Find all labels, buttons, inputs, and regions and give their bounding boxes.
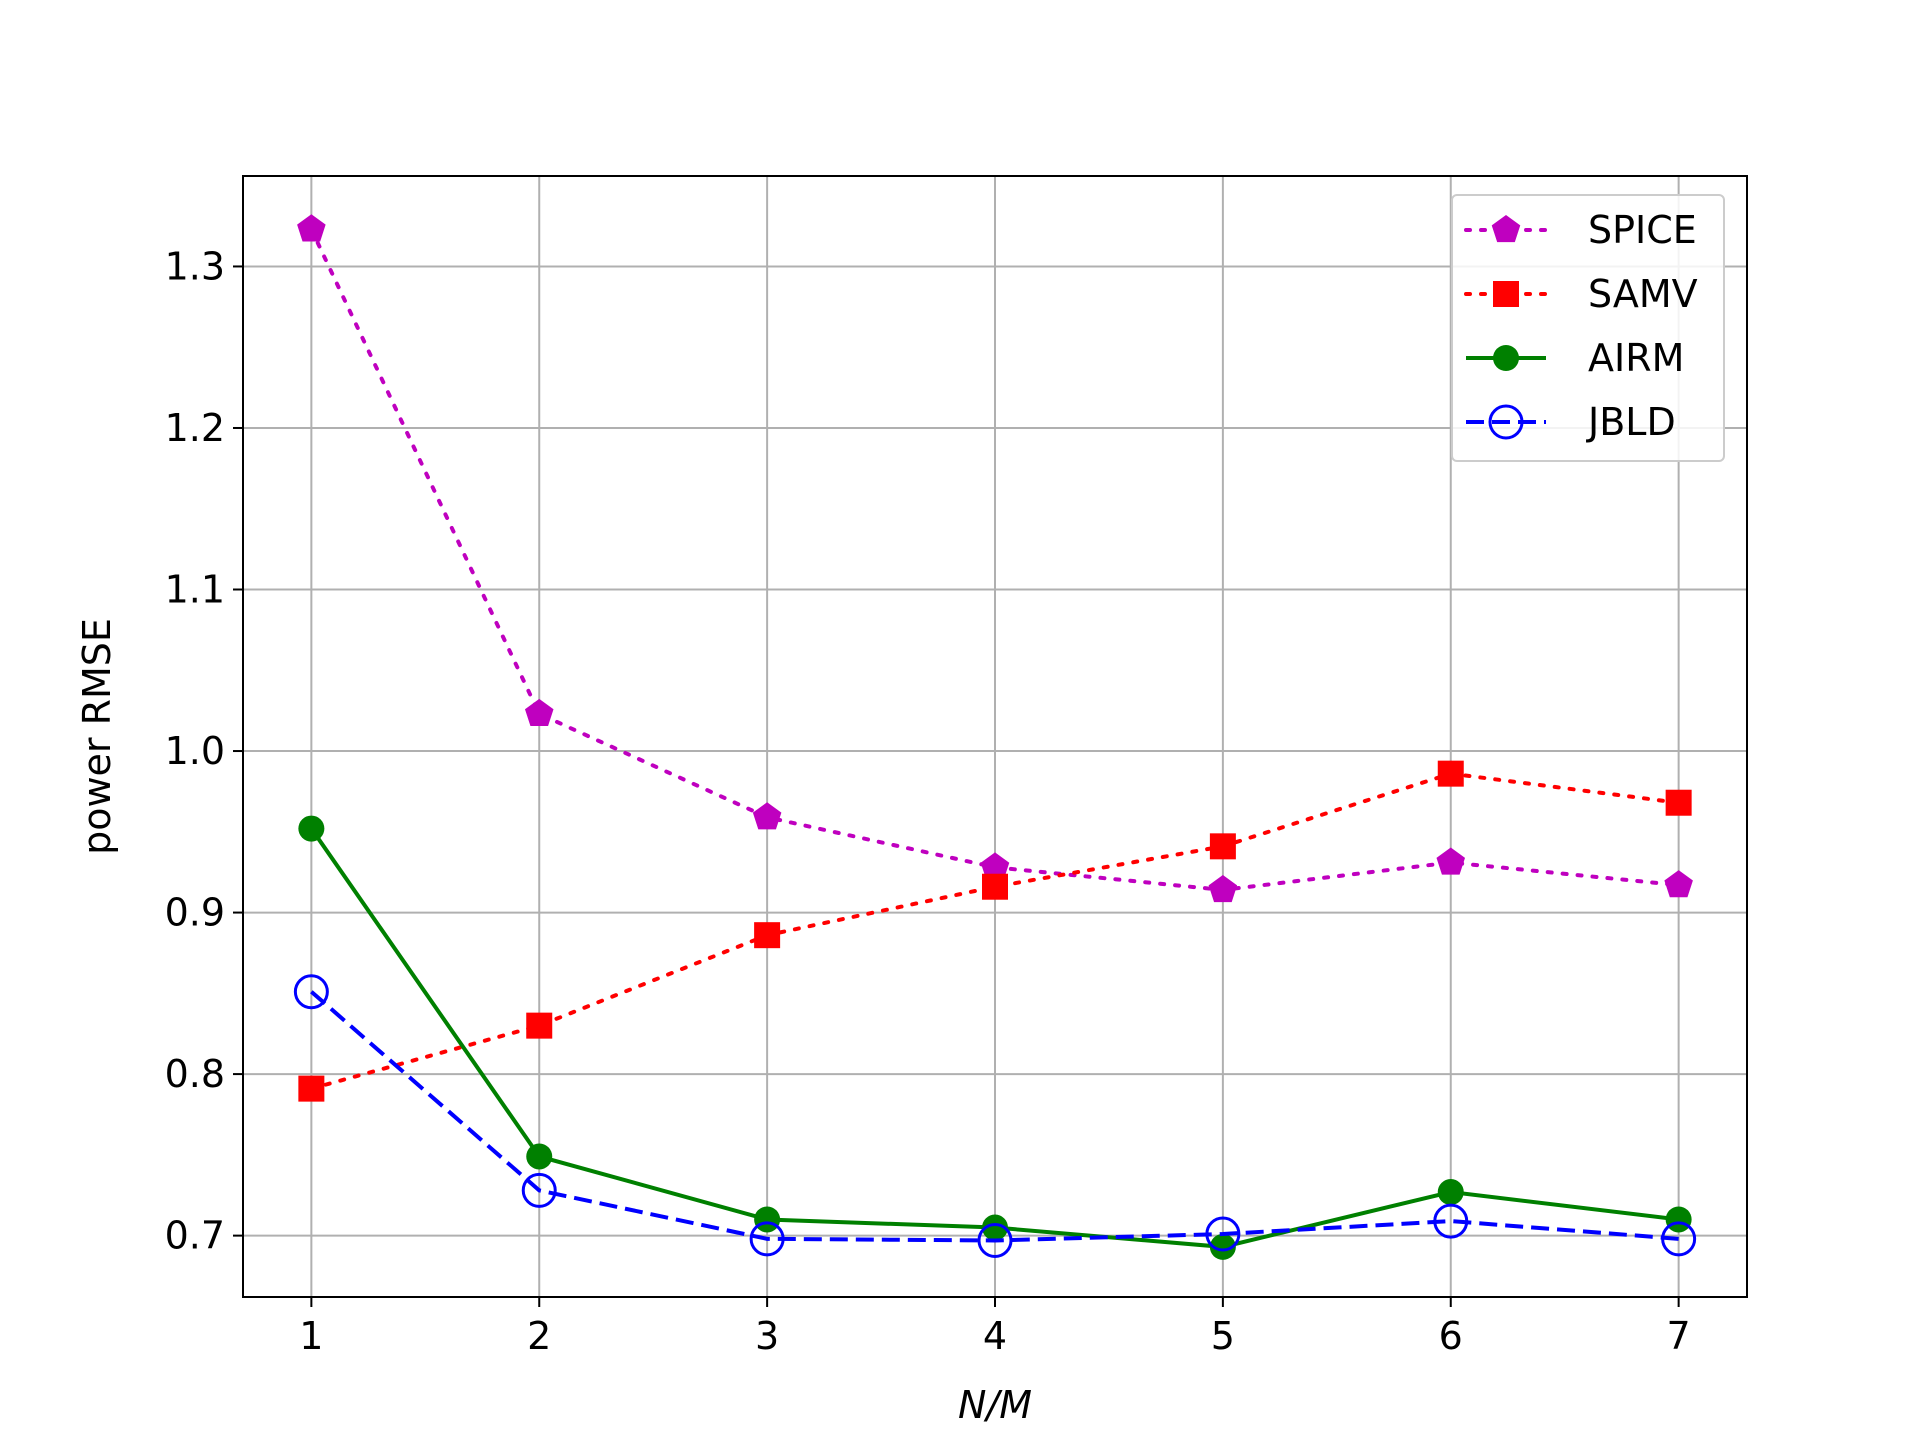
data-point-airm [1209,1233,1236,1260]
x-tick-label: 1 [299,1314,323,1358]
data-point-samv [982,873,1008,900]
legend-marker-samv [1493,281,1519,307]
legend-marker-jbld [1488,404,1524,440]
data-point-samv [298,1075,325,1102]
data-point-samv [526,1012,553,1039]
data-point-jbld [521,1172,557,1208]
data-point-airm [1437,1179,1464,1206]
axis-ticks: 1 2 3 4 5 6 7 0.7 0.8 0.9 1.0 1.1 1.2 1.3 [165,244,1691,1358]
data-point-jbld [1205,1216,1241,1252]
data-point-spice [297,214,326,242]
data-point-samv [1209,833,1236,860]
data-point-spice [752,802,782,830]
legend-label-jbld: JBLD [1586,400,1676,444]
legend: SPICE SAMV AIRM JBLD [1451,194,1725,462]
data-point-spice [524,698,554,727]
data-point-spice [1436,847,1466,875]
x-tick-label: 5 [1211,1314,1235,1358]
plot-series [293,214,1697,1260]
grid-lines [243,176,1747,1297]
x-axis-label: N/M [958,1383,1032,1427]
x-tick-label: 3 [755,1314,779,1358]
y-tick-label: 1.1 [165,568,225,612]
x-tick-label: 6 [1439,1314,1463,1358]
data-point-jbld [1433,1203,1469,1239]
y-tick-label: 1.2 [165,406,225,450]
data-point-airm [982,1214,1008,1241]
data-point-jbld [293,974,329,1010]
data-point-jbld [749,1221,785,1257]
y-tick-label: 0.7 [165,1214,225,1258]
x-tick-label: 4 [983,1314,1007,1358]
legend-label-samv: SAMV [1588,272,1698,316]
data-point-samv [1437,760,1464,787]
legend-box [1451,194,1725,462]
data-point-airm [298,815,325,842]
data-point-jbld [977,1222,1013,1258]
y-axis-label: power RMSE [75,618,119,855]
y-tick-label: 0.8 [165,1052,225,1096]
data-point-spice [1664,870,1693,898]
data-point-airm [754,1206,781,1233]
data-point-airm [1665,1206,1692,1233]
data-point-samv [1665,789,1692,816]
legend-label-airm: AIRM [1588,336,1684,380]
legend-marker-airm [1493,345,1519,371]
data-point-samv [754,922,781,949]
legend-marker-spice [1491,215,1521,243]
series-line-jbld [310,990,1679,1243]
data-point-spice [1208,874,1238,903]
series-jbld [293,974,1697,1258]
data-point-airm [526,1143,553,1170]
data-point-spice [980,852,1010,880]
series-airm [298,815,1692,1260]
x-tick-label: 2 [527,1314,551,1358]
legend-label-spice: SPICE [1588,208,1697,252]
series-spice [297,214,1693,903]
y-tick-label: 1.0 [165,729,225,773]
y-tick-label: 1.3 [165,244,225,288]
y-tick-label: 0.9 [165,891,225,935]
data-point-jbld [1661,1221,1697,1257]
series-samv [298,760,1692,1102]
x-tick-label: 7 [1667,1314,1691,1358]
